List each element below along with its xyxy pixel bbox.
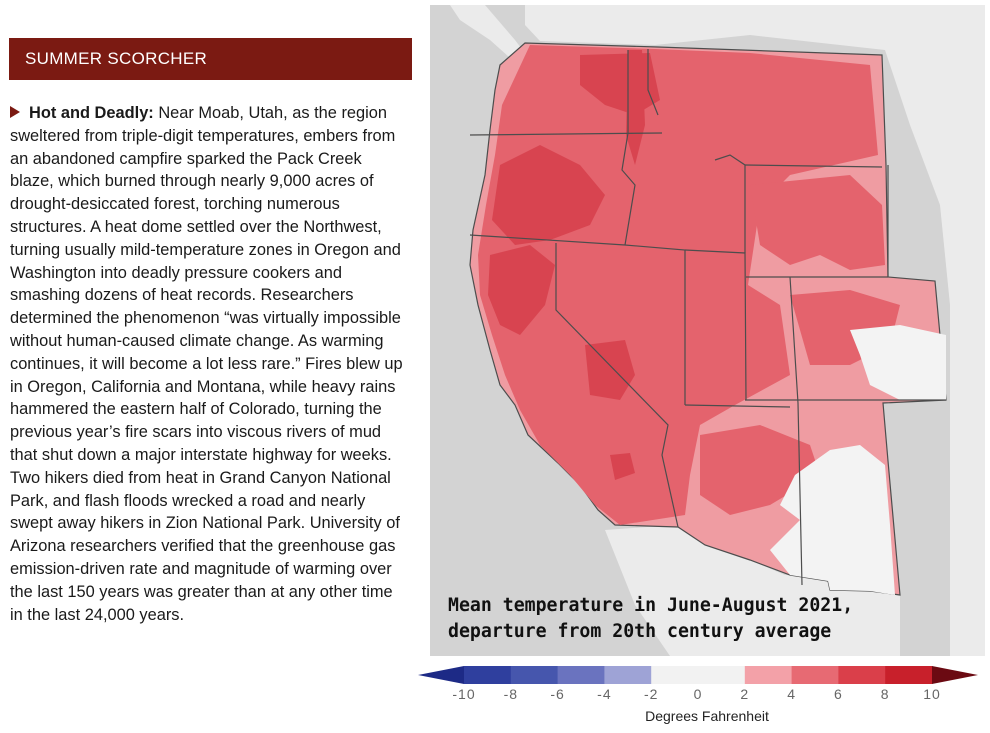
heat-zone-4-6-b — [750, 175, 885, 270]
map-caption-line1: Mean temperature in June-August 2021, — [448, 595, 854, 616]
article-lead: Hot and Deadly: — [29, 104, 154, 122]
legend-swatch — [604, 666, 652, 684]
legend-tick: -4 — [597, 686, 612, 702]
legend-swatch — [744, 666, 793, 684]
legend-unit-label: Degrees Fahrenheit — [645, 708, 769, 724]
legend-tick: 2 — [740, 686, 750, 702]
article-body: Near Moab, Utah, as the region sweltered… — [10, 104, 403, 624]
mexico-land — [605, 525, 900, 656]
triangle-bullet-icon — [10, 106, 20, 118]
heat-zone-6-8-oregon — [492, 145, 605, 245]
heat-zone-6-8-idaho — [626, 50, 645, 165]
legend-tick: -2 — [643, 686, 659, 702]
legend-tick: -10 — [452, 686, 476, 702]
legend-swatch — [464, 666, 512, 684]
article-text: Hot and Deadly: Near Moab, Utah, as the … — [10, 102, 408, 626]
legend-tick: 8 — [880, 686, 890, 702]
vancouver-island — [450, 5, 530, 65]
legend-tick: -6 — [550, 686, 565, 702]
canada-land — [525, 5, 985, 656]
legend-tick: 10 — [923, 686, 941, 702]
legend-swatch — [698, 666, 746, 684]
legend-swatch — [557, 666, 605, 684]
legend-colorbar — [418, 666, 978, 684]
legend-tick: 6 — [833, 686, 843, 702]
legend-tick: 4 — [787, 686, 796, 702]
legend-swatch — [791, 666, 839, 684]
legend-swatch — [510, 666, 559, 684]
map-caption-line2: departure from 20th century average — [448, 621, 832, 642]
color-legend: -10 -8 -6 -4 -2 0 2 4 6 8 10 Degrees Fahrenheit — [418, 664, 978, 730]
legend-tick-labels: -10 -8 -6 -4 -2 0 2 4 6 8 10 — [418, 686, 978, 704]
section-header-bar: SUMMER SCORCHER — [9, 38, 412, 80]
temperature-map: Mean temperature in June-August 2021, de… — [430, 5, 985, 656]
heat-zone-6-8-nevada — [585, 340, 635, 400]
section-title: SUMMER SCORCHER — [25, 49, 208, 68]
legend-tick: 0 — [693, 686, 703, 702]
heat-zone-6-8-norcal — [488, 245, 555, 335]
neutral-zone-colorado — [850, 325, 946, 400]
legend-swatch — [838, 666, 886, 684]
legend-swatch — [651, 666, 699, 684]
state-borders — [469, 49, 946, 586]
legend-tick: -8 — [503, 686, 519, 702]
legend-cap-low — [418, 666, 464, 684]
legend-swatch — [885, 666, 933, 684]
map-caption: Mean temperature in June-August 2021, de… — [448, 593, 853, 645]
western-us-map — [450, 5, 985, 656]
legend-cap-high — [932, 666, 978, 684]
heat-zone-6-8-socal — [610, 453, 635, 480]
